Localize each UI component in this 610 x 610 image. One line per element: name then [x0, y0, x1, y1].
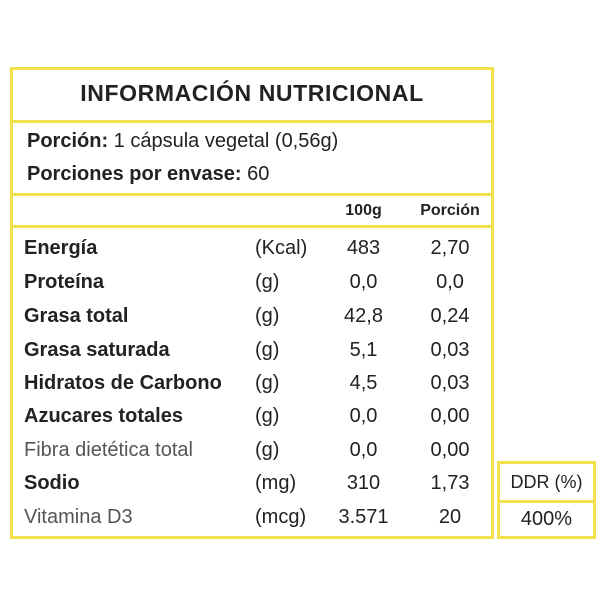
- nutrient-name: Sodio: [24, 472, 80, 494]
- nutrient-unit: (g): [255, 372, 280, 394]
- nutrient-row-grasa-total: Grasa total (g) 42,8 0,24: [10, 300, 494, 333]
- nutrient-name: Vitamina D3: [24, 506, 133, 528]
- serving-size-label: Porción:: [27, 130, 109, 152]
- nutrient-name: Energía: [24, 237, 98, 259]
- nutrient-value-portion: 1,73: [430, 472, 470, 494]
- nutrient-row-fibra: Fibra dietética total (g) 0,0 0,00: [10, 434, 494, 467]
- nutrient-value-100g: 3.571: [338, 506, 389, 528]
- table-title: INFORMACIÓN NUTRICIONAL: [10, 67, 494, 123]
- nutrient-value-100g: 483: [346, 237, 381, 259]
- nutrient-value-portion: 0,03: [430, 339, 470, 361]
- nutrient-unit: (g): [255, 339, 280, 361]
- nutrient-unit: (mcg): [255, 506, 307, 528]
- nutrient-value-100g: 42,8: [344, 305, 383, 327]
- nutrient-row-energia: Energía (Kcal) 483 2,70: [10, 232, 494, 265]
- column-header-portion: Porción: [420, 202, 480, 219]
- nutrient-value-100g: 0,0: [349, 405, 378, 427]
- nutrient-row-azucares: Azucares totales (g) 0,0 0,00: [10, 400, 494, 433]
- serving-size-line: Porción: 1 cápsula vegetal (0,56g): [27, 130, 338, 153]
- nutrient-value-100g: 5,1: [349, 339, 378, 361]
- servings-per-container-label: Porciones por envase:: [27, 163, 242, 185]
- nutrient-row-hidratos: Hidratos de Carbono (g) 4,5 0,03: [10, 367, 494, 400]
- nutrient-row-proteina: Proteína (g) 0,0 0,0: [10, 266, 494, 299]
- nutrient-value-portion: 0,24: [430, 305, 470, 327]
- serving-size-value: 1 cápsula vegetal (0,56g): [108, 130, 339, 152]
- servings-per-container-line: Porciones por envase: 60: [27, 163, 269, 186]
- nutrient-unit: (g): [255, 439, 280, 461]
- nutrient-unit: (g): [255, 405, 280, 427]
- nutrient-name: Fibra dietética total: [24, 439, 193, 461]
- nutrition-table-frame: [10, 67, 494, 539]
- nutrient-name: Hidratos de Carbono: [24, 372, 222, 394]
- nutrient-value-portion: 20: [438, 506, 462, 528]
- nutrient-row-sodio: Sodio (mg) 310 1,73: [10, 467, 494, 500]
- nutrient-value-portion: 2,70: [430, 237, 470, 259]
- nutrient-value-100g: 4,5: [349, 372, 378, 394]
- divider-serving: [10, 193, 494, 196]
- nutrient-value-portion: 0,03: [430, 372, 470, 394]
- column-header-100g: 100g: [345, 202, 382, 219]
- nutrient-name: Azucares totales: [24, 405, 183, 427]
- divider-header: [10, 225, 494, 228]
- nutrient-value-portion: 0,00: [430, 405, 470, 427]
- nutrient-row-vitamina-d3: Vitamina D3 (mcg) 3.571 20: [10, 501, 494, 534]
- nutrient-value-100g: 0,0: [349, 271, 378, 293]
- nutrient-value-portion: 0,0: [436, 271, 464, 293]
- nutrient-unit: (Kcal): [255, 237, 308, 259]
- nutrient-value-100g: 310: [346, 472, 381, 494]
- nutrient-name: Proteína: [24, 271, 105, 293]
- nutrient-row-grasa-saturada: Grasa saturada (g) 5,1 0,03: [10, 334, 494, 367]
- ddr-value: 400%: [497, 500, 596, 539]
- ddr-header: DDR (%): [497, 461, 596, 503]
- nutrient-unit: (g): [255, 271, 280, 293]
- nutrient-name: Grasa total: [24, 305, 129, 327]
- nutrient-name: Grasa saturada: [24, 339, 170, 361]
- nutrient-value-portion: 0,00: [430, 439, 470, 461]
- nutrient-value-100g: 0,0: [349, 439, 378, 461]
- nutrient-unit: (mg): [255, 472, 297, 494]
- servings-per-container-value: 60: [241, 163, 270, 185]
- nutrient-unit: (g): [255, 305, 280, 327]
